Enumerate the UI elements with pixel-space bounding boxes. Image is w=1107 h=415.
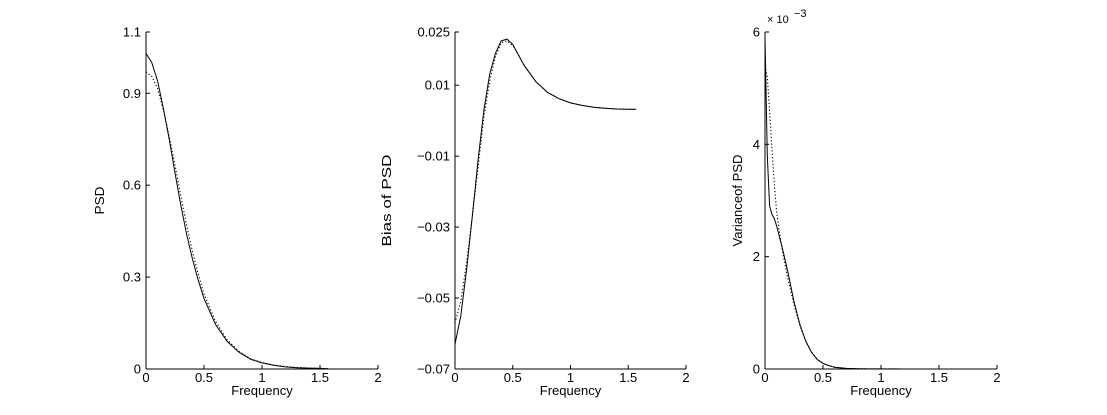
x-tick-label: 1: [567, 370, 574, 385]
x-tick-label: 1: [258, 370, 265, 385]
y-tick-label: 0.9: [123, 86, 141, 101]
x-tick-label: 1.5: [311, 370, 329, 385]
y-tick-label: −0.03: [417, 220, 450, 235]
y-tick-label: 0.025: [417, 25, 450, 40]
y-axis-label: PSD: [92, 187, 107, 215]
exponent-power: −3: [794, 8, 807, 20]
y-tick-label: 0: [134, 362, 141, 377]
series-line-solid: [454, 38, 637, 345]
y-tick-label: 0.01: [425, 78, 450, 93]
x-axis-label: Frequency: [231, 383, 293, 398]
x-tick-label: 0.5: [195, 370, 213, 385]
y-tick-label: 6: [753, 25, 760, 40]
y-tick-label: 1.1: [123, 25, 141, 40]
x-tick-label: 1.5: [930, 370, 948, 385]
x-tick-label: 2: [374, 370, 381, 385]
x-tick-label: 0.5: [814, 370, 832, 385]
x-tick-label: 2: [993, 370, 1000, 385]
x-tick-label: 1: [877, 370, 884, 385]
series-line-dotted: [764, 65, 948, 370]
bias-panel: 0 0.5 1 1.5 2 −0.07 −0.05 −0.03 −0.01 0.01 0.025 Fr…: [379, 25, 690, 399]
x-tick-label: 2: [682, 370, 689, 385]
series-line-dotted: [145, 71, 329, 370]
series-line-solid: [764, 37, 948, 370]
y-tick-label: 0.3: [123, 270, 141, 285]
x-axis-label: Frequency: [540, 383, 602, 398]
y-tick-label: 0: [753, 362, 760, 377]
x-tick-label: 0: [142, 370, 149, 385]
series-line-dotted: [454, 40, 637, 324]
y-tick-label: 0.6: [123, 178, 141, 193]
y-tick-label: −0.01: [417, 149, 450, 164]
x-tick-label: 0: [451, 370, 458, 385]
psd-panel: 0 0.5 1 1.5 2 0 0.3 0.6 0.9 1.1 Frequency PSD: [92, 25, 382, 399]
y-axis-label: Varianceof PSD: [730, 155, 745, 247]
y-tick-label: −0.05: [417, 291, 450, 306]
series-line-solid: [145, 53, 329, 370]
x-tick-label: 0: [761, 370, 768, 385]
x-tick-label: 1.5: [619, 370, 637, 385]
x-tick-label: 0.5: [504, 370, 522, 385]
y-tick-label: 2: [753, 249, 760, 264]
y-tick-label: −0.07: [417, 362, 450, 377]
y-tick-label: 4: [753, 137, 760, 152]
exponent-base: × 10: [767, 14, 789, 26]
x-axis-label: Frequency: [850, 383, 912, 398]
y-axis-label: Bias of PSD: [379, 155, 394, 247]
variance-panel: 0 0.5 1 1.5 2 0 2 4 6 Frequency Varianceof PSD × 10…: [730, 8, 1001, 398]
